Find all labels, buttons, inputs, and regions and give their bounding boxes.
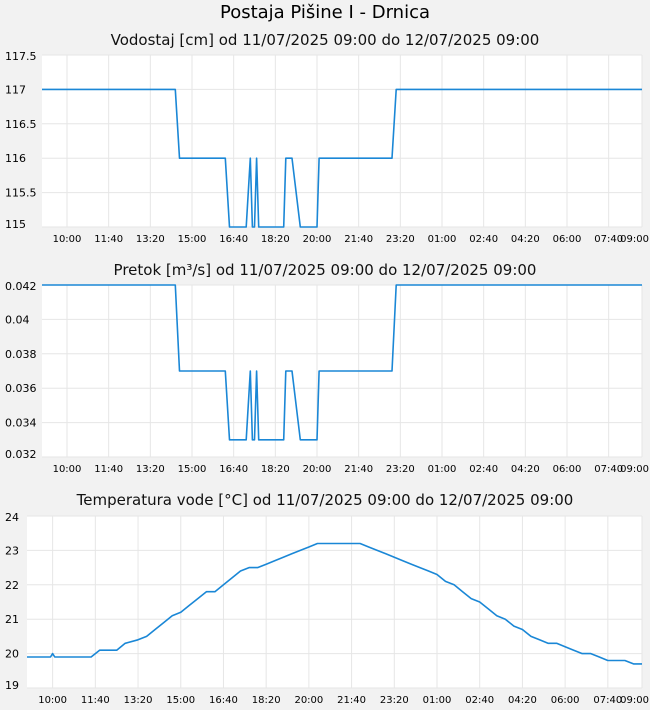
x-tick-label: 10:00: [53, 234, 82, 245]
x-tick-label: 09:00: [620, 464, 649, 475]
x-tick-label: 02:40: [465, 695, 494, 706]
x-tick-label: 06:00: [551, 695, 580, 706]
x-tick-label: 16:40: [209, 695, 238, 706]
y-tick-label: 22: [5, 579, 19, 592]
x-tick-label: 23:20: [380, 695, 409, 706]
x-tick-label: 20:00: [294, 695, 323, 706]
y-tick-label: 0.036: [5, 382, 37, 395]
chart-title: Temperatura vode [°C] od 11/07/2025 09:0…: [76, 491, 574, 509]
y-tick-label: 0.038: [5, 348, 37, 361]
chart-1: Vodostaj [cm] od 11/07/2025 09:00 do 12/…: [5, 31, 649, 245]
x-tick-label: 21:40: [344, 234, 373, 245]
chart-title: Pretok [m³/s] od 11/07/2025 09:00 do 12/…: [114, 261, 537, 279]
x-tick-label: 18:20: [261, 464, 290, 475]
series-line: [42, 284, 642, 441]
x-tick-label: 11:40: [81, 695, 110, 706]
x-tick-label: 18:20: [252, 695, 281, 706]
x-tick-label: 21:40: [344, 464, 373, 475]
plot-area: [27, 516, 642, 688]
y-tick-label: 115: [5, 218, 26, 231]
y-tick-label: 20: [5, 648, 19, 661]
x-tick-label: 11:40: [94, 464, 123, 475]
x-tick-label: 01:00: [423, 695, 452, 706]
series-line: [27, 542, 642, 665]
x-tick-label: 09:00: [620, 234, 649, 245]
x-tick-label: 06:00: [553, 464, 582, 475]
x-tick-label: 04:20: [508, 695, 537, 706]
y-tick-label: 21: [5, 613, 19, 626]
x-tick-label: 15:00: [166, 695, 195, 706]
x-tick-label: 16:40: [219, 464, 248, 475]
x-tick-label: 16:40: [219, 234, 248, 245]
y-tick-label: 23: [5, 544, 19, 557]
x-tick-label: 15:00: [178, 234, 207, 245]
y-tick-label: 117: [5, 83, 26, 96]
x-tick-label: 07:40: [594, 234, 623, 245]
x-tick-label: 23:20: [386, 464, 415, 475]
y-tick-label: 24: [5, 511, 19, 524]
y-tick-label: 116: [5, 152, 26, 165]
x-tick-label: 15:00: [178, 464, 207, 475]
x-tick-label: 18:20: [261, 234, 290, 245]
x-tick-label: 06:00: [553, 234, 582, 245]
x-tick-label: 20:00: [303, 234, 332, 245]
y-tick-label: 0.034: [5, 417, 37, 430]
x-tick-label: 20:00: [303, 464, 332, 475]
plot-area: [42, 55, 642, 227]
x-tick-label: 04:20: [511, 234, 540, 245]
x-tick-label: 11:40: [94, 234, 123, 245]
x-tick-label: 13:20: [136, 234, 165, 245]
x-tick-label: 10:00: [53, 464, 82, 475]
y-tick-label: 0.04: [5, 313, 30, 326]
x-tick-label: 07:40: [594, 464, 623, 475]
x-tick-label: 02:40: [469, 234, 498, 245]
x-tick-label: 01:00: [428, 234, 457, 245]
x-tick-label: 09:00: [620, 695, 649, 706]
chart-title: Vodostaj [cm] od 11/07/2025 09:00 do 12/…: [111, 31, 540, 49]
x-tick-label: 07:40: [593, 695, 622, 706]
y-tick-label: 115.5: [5, 187, 37, 200]
x-tick-label: 01:00: [428, 464, 457, 475]
x-tick-label: 23:20: [386, 234, 415, 245]
x-tick-label: 02:40: [469, 464, 498, 475]
y-tick-label: 117.5: [5, 50, 37, 63]
y-tick-label: 0.042: [5, 280, 37, 293]
x-tick-label: 13:20: [124, 695, 153, 706]
series-line: [42, 88, 642, 228]
y-tick-label: 19: [5, 679, 19, 692]
page-title: Postaja Pišine I - Drnica: [219, 2, 430, 23]
x-tick-label: 04:20: [511, 464, 540, 475]
chart-3: Temperatura vode [°C] od 11/07/2025 09:0…: [5, 491, 649, 706]
x-tick-label: 21:40: [337, 695, 366, 706]
x-tick-label: 10:00: [38, 695, 67, 706]
y-tick-label: 0.032: [5, 448, 37, 461]
chart-2: Pretok [m³/s] od 11/07/2025 09:00 do 12/…: [5, 261, 649, 475]
x-tick-label: 13:20: [136, 464, 165, 475]
y-tick-label: 116.5: [5, 118, 37, 131]
